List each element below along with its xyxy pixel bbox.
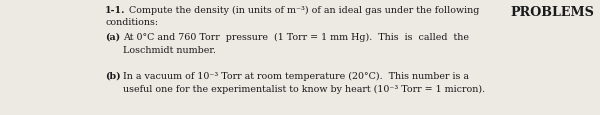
Text: PROBLEMS: PROBLEMS [510, 6, 594, 19]
Text: (a): (a) [105, 33, 120, 42]
Text: conditions:: conditions: [105, 18, 158, 27]
Text: 1-1.: 1-1. [105, 6, 125, 15]
Text: At 0°C and 760 Torr  pressure  (1 Torr = 1 mm Hg).  This  is  called  the
Loschm: At 0°C and 760 Torr pressure (1 Torr = 1… [123, 33, 469, 55]
Text: In a vacuum of 10⁻³ Torr at room temperature (20°C).  This number is a
useful on: In a vacuum of 10⁻³ Torr at room tempera… [123, 71, 485, 93]
Text: (b): (b) [105, 71, 121, 80]
Text: Compute the density (in units of m⁻³) of an ideal gas under the following: Compute the density (in units of m⁻³) of… [123, 6, 479, 15]
